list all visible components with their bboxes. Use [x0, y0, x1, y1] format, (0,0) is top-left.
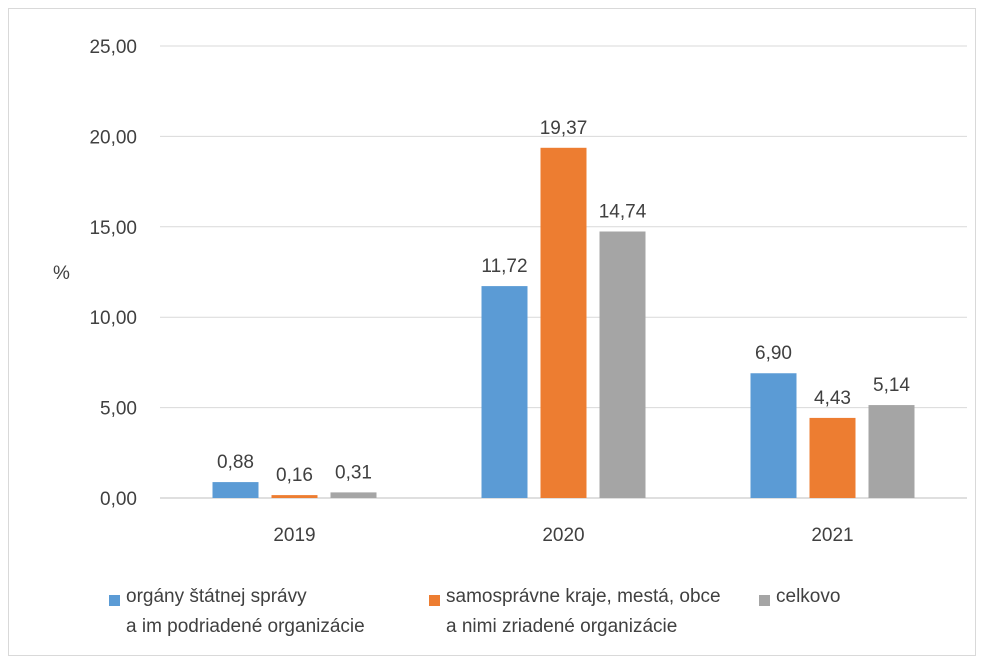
legend-label-line: celkovo — [776, 586, 841, 607]
data-label: 0,31 — [335, 462, 372, 483]
bar — [481, 286, 528, 498]
chart-frame: 0,00 5,00 10,00 15,00 20,00 25,00 % 0,88 0,16 0… — [8, 8, 976, 656]
bar — [271, 495, 318, 498]
y-tick-label: 15,00 — [89, 218, 137, 239]
data-label: 19,37 — [540, 118, 588, 139]
bars — [212, 147, 915, 498]
data-label: 5,14 — [873, 375, 910, 396]
bar — [750, 373, 797, 498]
data-label: 6,90 — [755, 343, 792, 364]
legend-label: samosprávne kraje, mestá, obce a nimi zri… — [446, 582, 721, 642]
data-label: 0,88 — [217, 452, 254, 473]
legend-label: orgány štátnej správy a im podriadené org… — [126, 582, 365, 642]
y-tick-label: 0,00 — [100, 489, 137, 510]
bar — [868, 405, 915, 498]
y-tick-label: 20,00 — [89, 127, 137, 148]
x-tick-label: 2019 — [273, 525, 315, 546]
bar — [330, 492, 377, 498]
legend-label-line: a nimi zriadené organizácie — [446, 616, 678, 637]
legend-label: celkovo — [776, 582, 840, 612]
legend-swatch — [109, 595, 120, 606]
legend-label-line: a im podriadené organizácie — [126, 616, 365, 637]
legend-label-line: samosprávne kraje, mestá, obce — [446, 586, 721, 607]
data-label: 0,16 — [276, 465, 313, 486]
x-axis-tick-labels: 2019 2020 2021 — [273, 525, 853, 546]
legend-entry: celkovo — [759, 586, 840, 612]
bar — [599, 231, 646, 498]
data-label: 4,43 — [814, 388, 851, 409]
legend-swatch — [759, 595, 770, 606]
y-tick-label: 10,00 — [89, 308, 137, 329]
x-tick-label: 2021 — [811, 525, 853, 546]
data-label: 11,72 — [481, 256, 527, 277]
legend-swatch — [429, 595, 440, 606]
data-label: 14,74 — [599, 202, 647, 223]
bar — [809, 417, 856, 498]
bar — [540, 147, 587, 498]
legend-entry: orgány štátnej správy a im podriadené org… — [109, 586, 365, 642]
legend-label-line: orgány štátnej správy — [126, 586, 307, 607]
bar — [212, 482, 259, 498]
legend-entry: samosprávne kraje, mestá, obce a nimi zri… — [429, 586, 721, 642]
y-tick-label: 5,00 — [100, 399, 137, 420]
y-axis-label: % — [53, 263, 70, 284]
y-tick-label: 25,00 — [89, 37, 137, 58]
data-labels: 0,88 0,16 0,31 11,72 19,37 14,74 6,90 4,43 5,14 — [217, 118, 910, 486]
y-axis-tick-labels: 0,00 5,00 10,00 15,00 20,00 25,00 — [89, 37, 137, 510]
legend: orgány štátnej správy a im podriadené org… — [109, 586, 969, 659]
x-tick-label: 2020 — [542, 525, 584, 546]
